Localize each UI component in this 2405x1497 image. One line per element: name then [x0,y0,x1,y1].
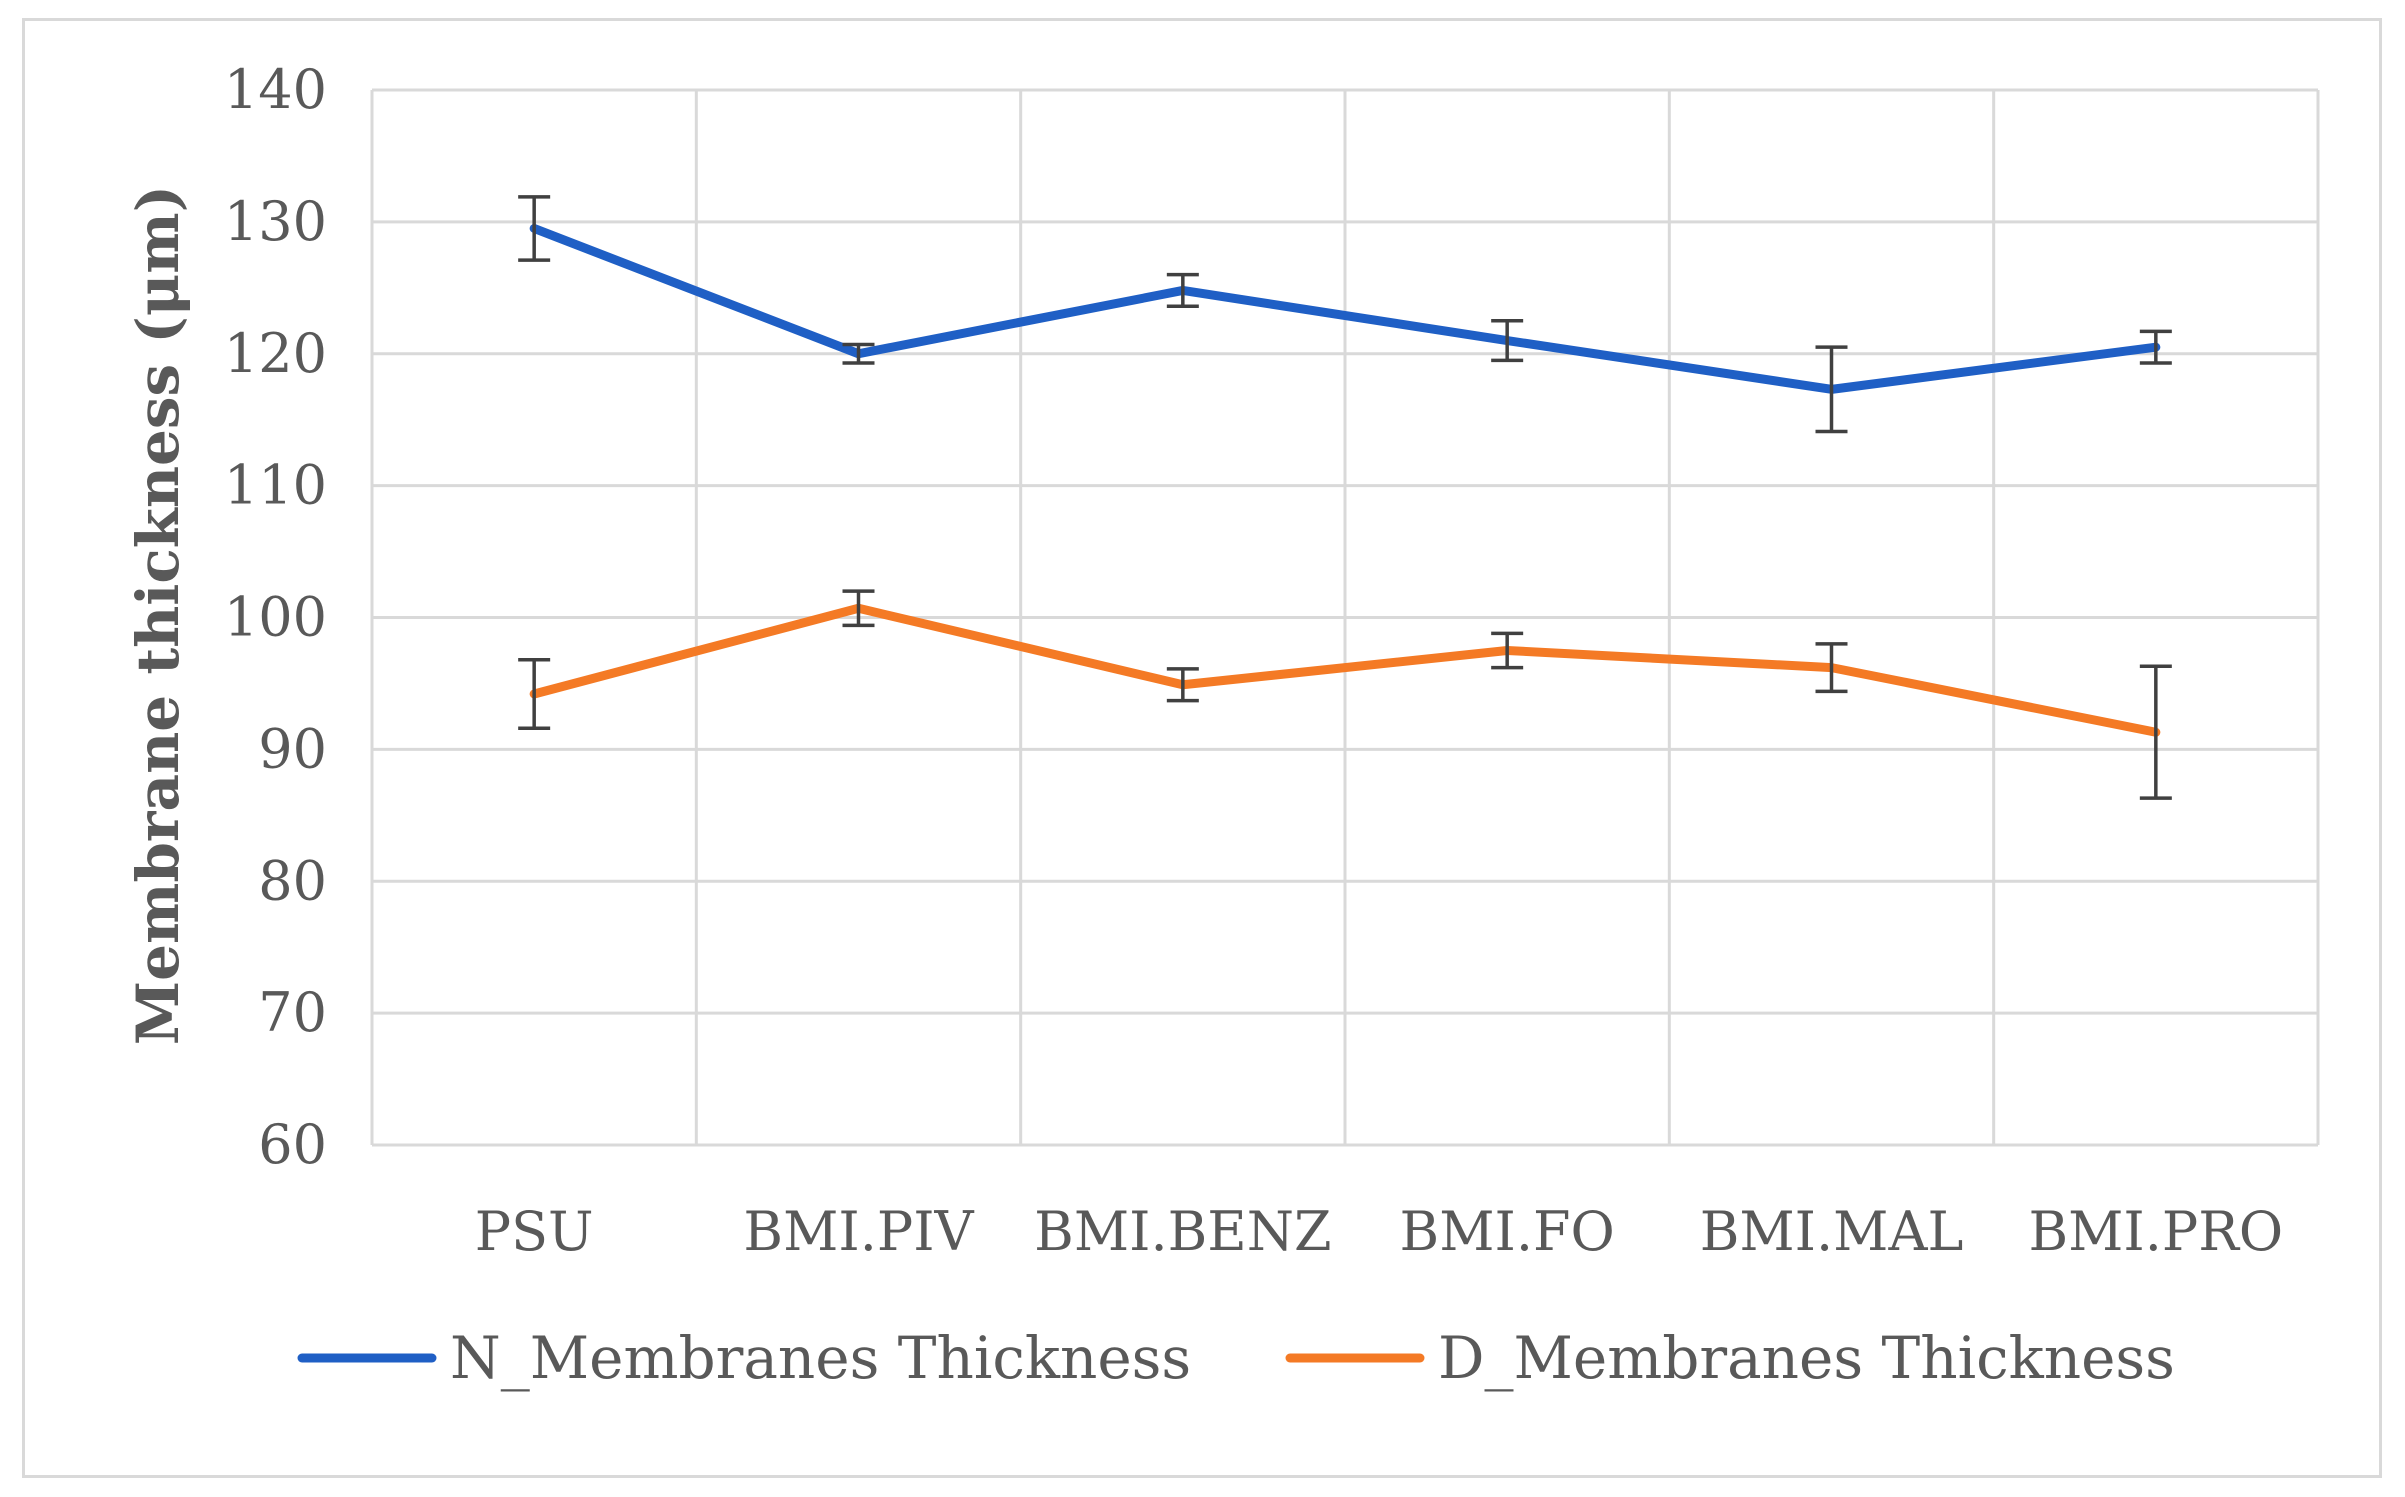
error-bar [1491,631,1524,670]
error-bar [1166,272,1199,309]
y-tick-labels: 60 70 80 90 100 110 120 130 140 [224,58,327,1176]
gridlines [370,88,2320,1147]
y-axis-title: Membrane thickness (μm) [124,185,192,1045]
legend-item: N_Membranes Thickness [297,1324,1191,1392]
error-bar [1815,642,1848,694]
y-tick-label: 60 [258,1113,327,1176]
error-bar [1166,667,1199,703]
y-tick-label: 120 [224,322,327,385]
y-tick-label: 100 [224,586,327,649]
error-bar [1491,319,1524,363]
legend-label: N_Membranes Thickness [450,1324,1191,1392]
legend-label: D_Membranes Thickness [1438,1324,2175,1392]
error-bar [1815,345,1848,434]
series-line-2 [529,603,2161,737]
x-tick-label: BMI.PRO [2028,1200,2283,1263]
error-bar [2139,329,2172,365]
error-bar [518,657,551,731]
y-tick-label: 90 [258,717,327,780]
error-bar [842,342,875,365]
error-bars [518,195,2172,800]
x-tick-label: BMI.PIV [743,1200,974,1263]
y-tick-label: 80 [258,849,327,912]
x-tick-label: PSU [475,1200,594,1263]
y-tick-label: 140 [224,58,327,121]
series-line-1 [529,223,2161,394]
y-tick-label: 70 [258,981,327,1044]
error-bar [518,195,551,262]
x-tick-label: BMI.MAL [1700,1200,1964,1263]
legend: N_Membranes Thickness D_Membranes Thickne… [297,1324,2175,1392]
y-tick-label: 110 [224,454,327,517]
x-tick-labels: PSU BMI.PIV BMI.BENZ BMI.FO BMI.MAL BMI.PRO [475,1200,2283,1263]
series-lines [529,223,2161,737]
error-bar [2139,664,2172,800]
x-tick-label: BMI.FO [1400,1200,1615,1263]
legend-item: D_Membranes Thickness [1285,1324,2175,1392]
error-bar [842,589,875,628]
y-tick-label: 130 [224,190,327,253]
x-tick-label: BMI.BENZ [1034,1200,1331,1263]
